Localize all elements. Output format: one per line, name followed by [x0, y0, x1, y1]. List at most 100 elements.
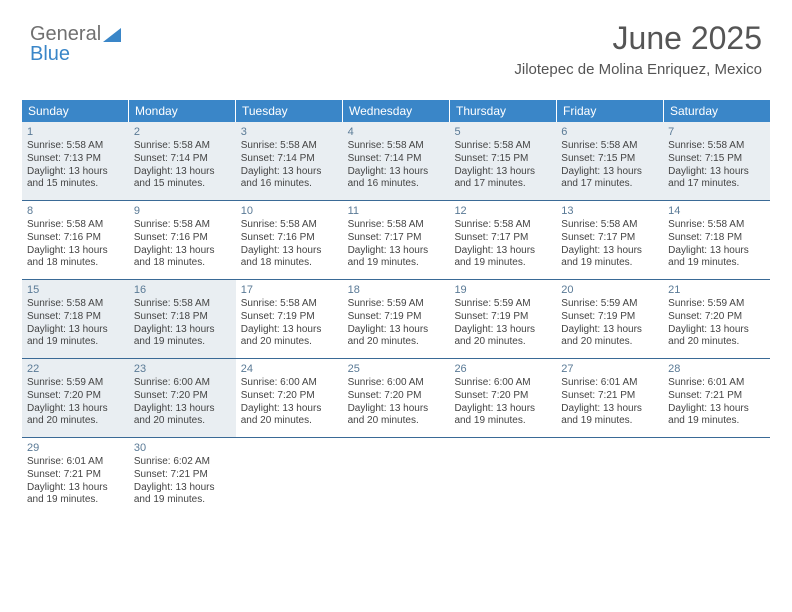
day-number: 19 — [454, 283, 551, 297]
day-number: 16 — [134, 283, 231, 297]
day-cell: 12Sunrise: 5:58 AMSunset: 7:17 PMDayligh… — [449, 201, 556, 279]
day-number: 2 — [134, 125, 231, 139]
daylight-line: Daylight: 13 hours — [348, 245, 445, 258]
day-cell: 11Sunrise: 5:58 AMSunset: 7:17 PMDayligh… — [343, 201, 450, 279]
sunset-line: Sunset: 7:20 PM — [668, 311, 765, 324]
sunrise-line: Sunrise: 5:58 AM — [241, 140, 338, 153]
sunrise-line: Sunrise: 5:58 AM — [241, 298, 338, 311]
sunset-line: Sunset: 7:13 PM — [27, 153, 124, 166]
sunrise-line: Sunrise: 5:58 AM — [27, 298, 124, 311]
day-number: 23 — [134, 362, 231, 376]
day-cell: 4Sunrise: 5:58 AMSunset: 7:14 PMDaylight… — [343, 122, 450, 200]
sunset-line: Sunset: 7:15 PM — [561, 153, 658, 166]
day-header-cell: Wednesday — [343, 100, 450, 122]
day-cell: 17Sunrise: 5:58 AMSunset: 7:19 PMDayligh… — [236, 280, 343, 358]
sunrise-line: Sunrise: 6:01 AM — [561, 377, 658, 390]
daylight-line: and 20 minutes. — [348, 336, 445, 349]
daylight-line: Daylight: 13 hours — [561, 166, 658, 179]
sunset-line: Sunset: 7:21 PM — [561, 390, 658, 403]
daylight-line: and 20 minutes. — [241, 336, 338, 349]
sunrise-line: Sunrise: 5:59 AM — [454, 298, 551, 311]
daylight-line: and 19 minutes. — [348, 257, 445, 270]
sunrise-line: Sunrise: 6:00 AM — [454, 377, 551, 390]
sunrise-line: Sunrise: 5:58 AM — [134, 219, 231, 232]
daylight-line: and 20 minutes. — [454, 336, 551, 349]
daylight-line: Daylight: 13 hours — [561, 403, 658, 416]
daylight-line: Daylight: 13 hours — [454, 324, 551, 337]
daylight-line: and 20 minutes. — [561, 336, 658, 349]
empty-cell — [236, 438, 343, 516]
daylight-line: and 19 minutes. — [27, 336, 124, 349]
day-number: 21 — [668, 283, 765, 297]
sunset-line: Sunset: 7:14 PM — [348, 153, 445, 166]
sunrise-line: Sunrise: 6:00 AM — [348, 377, 445, 390]
daylight-line: Daylight: 13 hours — [134, 166, 231, 179]
empty-cell — [449, 438, 556, 516]
daylight-line: Daylight: 13 hours — [241, 245, 338, 258]
sunset-line: Sunset: 7:15 PM — [454, 153, 551, 166]
daylight-line: and 19 minutes. — [454, 415, 551, 428]
sunset-line: Sunset: 7:19 PM — [454, 311, 551, 324]
daylight-line: and 20 minutes. — [668, 336, 765, 349]
daylight-line: and 15 minutes. — [134, 178, 231, 191]
daylight-line: and 19 minutes. — [561, 257, 658, 270]
day-header-cell: Thursday — [450, 100, 557, 122]
sunset-line: Sunset: 7:17 PM — [348, 232, 445, 245]
week-row: 1Sunrise: 5:58 AMSunset: 7:13 PMDaylight… — [22, 122, 770, 200]
week-row: 22Sunrise: 5:59 AMSunset: 7:20 PMDayligh… — [22, 358, 770, 437]
daylight-line: Daylight: 13 hours — [134, 482, 231, 495]
day-number: 27 — [561, 362, 658, 376]
sunset-line: Sunset: 7:21 PM — [668, 390, 765, 403]
sunset-line: Sunset: 7:17 PM — [454, 232, 551, 245]
day-cell: 14Sunrise: 5:58 AMSunset: 7:18 PMDayligh… — [663, 201, 770, 279]
daylight-line: Daylight: 13 hours — [27, 324, 124, 337]
sunrise-line: Sunrise: 6:01 AM — [668, 377, 765, 390]
sunrise-line: Sunrise: 5:58 AM — [348, 219, 445, 232]
daylight-line: Daylight: 13 hours — [454, 245, 551, 258]
sunrise-line: Sunrise: 5:58 AM — [668, 219, 765, 232]
day-header-cell: Saturday — [664, 100, 770, 122]
daylight-line: and 17 minutes. — [454, 178, 551, 191]
daylight-line: Daylight: 13 hours — [348, 166, 445, 179]
day-cell: 18Sunrise: 5:59 AMSunset: 7:19 PMDayligh… — [343, 280, 450, 358]
daylight-line: Daylight: 13 hours — [348, 324, 445, 337]
logo-word-1: General — [30, 23, 101, 45]
daylight-line: Daylight: 13 hours — [454, 403, 551, 416]
sunrise-line: Sunrise: 5:59 AM — [348, 298, 445, 311]
day-number: 26 — [454, 362, 551, 376]
daylight-line: Daylight: 13 hours — [27, 245, 124, 258]
day-number: 17 — [241, 283, 338, 297]
daylight-line: Daylight: 13 hours — [348, 403, 445, 416]
daylight-line: and 19 minutes. — [27, 494, 124, 507]
day-number: 4 — [348, 125, 445, 139]
title-block: June 2025 Jilotepec de Molina Enriquez, … — [514, 20, 762, 78]
daylight-line: Daylight: 13 hours — [241, 403, 338, 416]
sunset-line: Sunset: 7:20 PM — [454, 390, 551, 403]
day-cell: 26Sunrise: 6:00 AMSunset: 7:20 PMDayligh… — [449, 359, 556, 437]
day-cell: 16Sunrise: 5:58 AMSunset: 7:18 PMDayligh… — [129, 280, 236, 358]
calendar-grid: SundayMondayTuesdayWednesdayThursdayFrid… — [22, 100, 770, 516]
sunrise-line: Sunrise: 5:59 AM — [27, 377, 124, 390]
day-cell: 6Sunrise: 5:58 AMSunset: 7:15 PMDaylight… — [556, 122, 663, 200]
day-header-cell: Sunday — [22, 100, 129, 122]
daylight-line: Daylight: 13 hours — [27, 482, 124, 495]
sunset-line: Sunset: 7:18 PM — [134, 311, 231, 324]
daylight-line: and 20 minutes. — [134, 415, 231, 428]
sunrise-line: Sunrise: 5:58 AM — [454, 140, 551, 153]
day-number: 3 — [241, 125, 338, 139]
logo-triangle-icon — [103, 28, 121, 42]
sunrise-line: Sunrise: 5:59 AM — [668, 298, 765, 311]
daylight-line: and 20 minutes. — [241, 415, 338, 428]
day-cell: 27Sunrise: 6:01 AMSunset: 7:21 PMDayligh… — [556, 359, 663, 437]
sunset-line: Sunset: 7:16 PM — [134, 232, 231, 245]
daylight-line: and 19 minutes. — [454, 257, 551, 270]
sunrise-line: Sunrise: 5:59 AM — [561, 298, 658, 311]
sunrise-line: Sunrise: 5:58 AM — [454, 219, 551, 232]
empty-cell — [556, 438, 663, 516]
sunset-line: Sunset: 7:15 PM — [668, 153, 765, 166]
day-number: 30 — [134, 441, 231, 455]
location-subtitle: Jilotepec de Molina Enriquez, Mexico — [514, 61, 762, 78]
daylight-line: Daylight: 13 hours — [668, 403, 765, 416]
sunset-line: Sunset: 7:14 PM — [241, 153, 338, 166]
daylight-line: Daylight: 13 hours — [134, 403, 231, 416]
